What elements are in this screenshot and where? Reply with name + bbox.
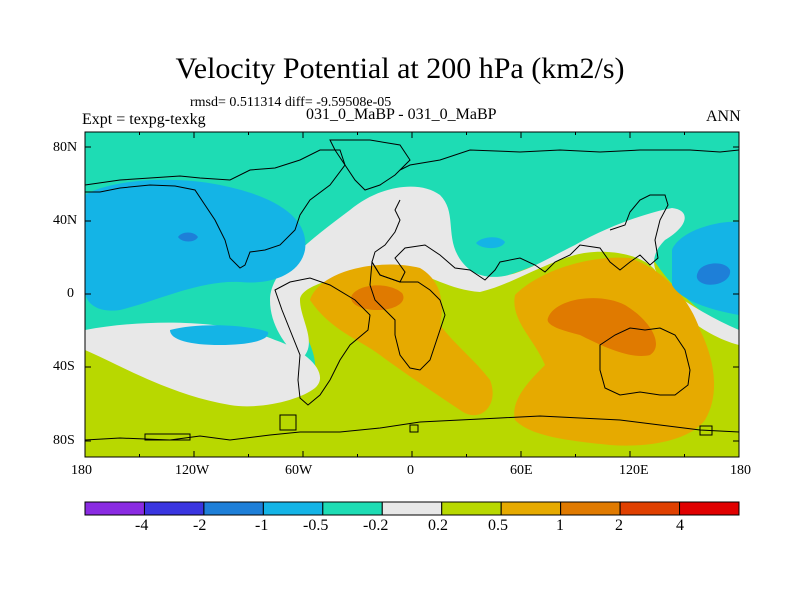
contour-field [85, 132, 739, 457]
coast-greenland [329, 139, 411, 191]
colorbar-swatch [500, 501, 562, 516]
colorbar-label: 0.5 [488, 517, 508, 534]
colorbar-swatch [143, 501, 205, 516]
x-tick-label: 120E [619, 463, 649, 478]
colorbar-label: 1 [556, 517, 564, 534]
coast-antarctica [85, 415, 739, 441]
map-title: Velocity Potential at 200 hPa (km2/s) [175, 52, 625, 85]
x-tick-label: 0 [407, 463, 414, 478]
field-blue1 [85, 179, 739, 345]
y-tick-label: 0 [67, 286, 74, 301]
axis-ticks [84, 132, 740, 457]
coast-south-america [274, 277, 371, 406]
colorbar-label: -1 [255, 517, 269, 534]
season-label: ANN [706, 108, 741, 125]
colorbar-label: 2 [615, 517, 623, 534]
colorbar-swatch [441, 501, 502, 516]
colorbar-swatch [262, 501, 324, 516]
x-tick-label: 180 [730, 463, 751, 478]
x-tick-label: 180 [71, 463, 92, 478]
colorbar-label: -0.5 [303, 517, 329, 534]
y-tick-label: 80N [53, 140, 78, 155]
colorbar-label: -4 [135, 517, 149, 534]
colorbar-swatch [322, 501, 383, 516]
field-darkorange [351, 285, 656, 356]
coast-africa [369, 260, 446, 371]
case-label: 031_0_MaBP - 031_0_MaBP [306, 106, 497, 123]
colorbar-label: 4 [676, 517, 684, 534]
colorbar-label: -0.2 [363, 517, 389, 534]
field-white [85, 186, 739, 407]
x-tick-label: 60W [285, 463, 313, 478]
coastlines [85, 139, 739, 441]
coast-north-america [85, 149, 346, 269]
colorbar-swatch [679, 501, 740, 516]
coast-islands [144, 414, 713, 441]
experiment-label: Expt = texpg-texkg [82, 111, 206, 128]
colorbar [84, 501, 740, 516]
colorbar-label: 0.2 [428, 517, 448, 534]
coast-australia [599, 327, 691, 396]
colorbar-swatch [619, 501, 681, 516]
x-tick-label: 60E [510, 463, 533, 478]
colorbar-label: -2 [193, 517, 207, 534]
x-tick-label: 120W [175, 463, 210, 478]
colorbar-swatch [381, 501, 443, 516]
colorbar-swatch [84, 501, 145, 516]
y-tick-label: 40S [53, 359, 75, 374]
stats-label: rmsd= 0.511314 diff= -9.59508e-05 [190, 95, 392, 110]
colorbar-swatch [203, 501, 264, 516]
y-tick-label: 80S [53, 433, 75, 448]
y-tick-label: 40N [53, 213, 78, 228]
colorbar-swatch [560, 501, 621, 516]
